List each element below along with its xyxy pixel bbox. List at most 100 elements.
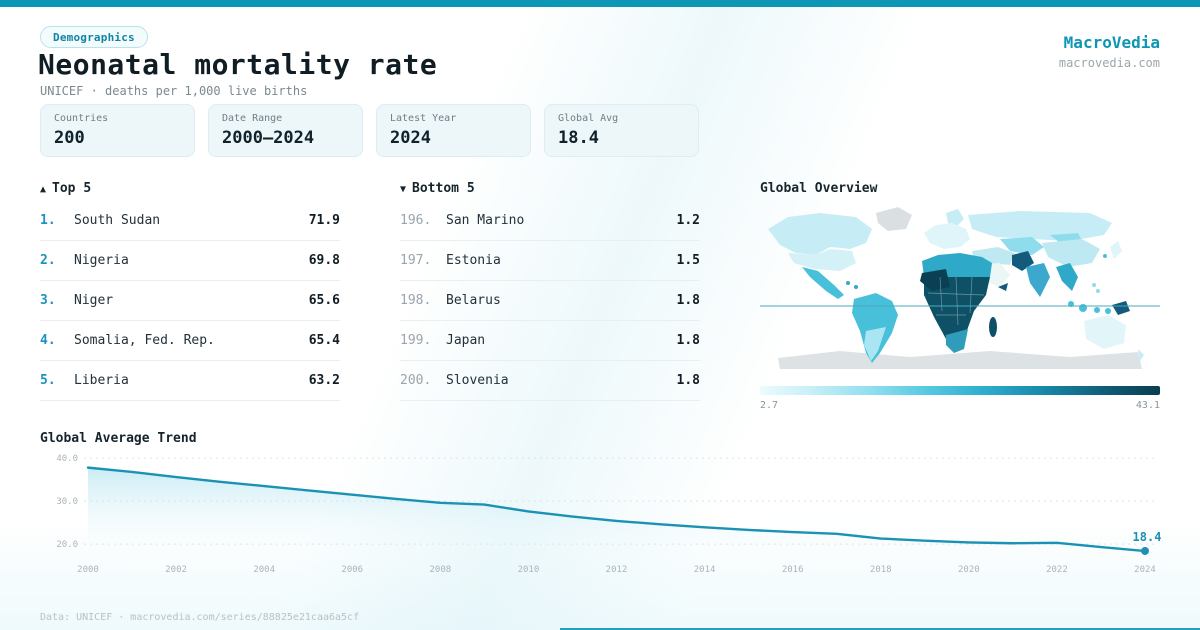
world-map-svg [760,207,1160,369]
svg-text:18.4: 18.4 [1133,530,1162,544]
china [1042,239,1100,267]
country-name: Estonia [446,253,501,268]
australia [1084,315,1126,349]
country-name: Belarus [446,293,501,308]
stat-label: Date Range [222,113,283,124]
list-item: 4. Somalia, Fed. Rep. 65.4 [40,321,340,361]
svg-text:2002: 2002 [165,565,187,575]
europe [924,223,970,249]
country-value: 1.2 [676,213,700,228]
stat-cards: Countries 200 Date Range 2000—2024 Lates… [40,104,699,157]
country-name: Niger [74,293,114,308]
country-value: 1.8 [676,293,700,308]
stat-label: Latest Year [390,113,457,124]
country-name: South Sudan [74,213,161,228]
stat-card-latest-year: Latest Year 2024 [376,104,531,157]
caribbean [854,285,858,289]
brand-domain-link[interactable]: macrovedia.com [1058,56,1160,70]
rank: 3. [40,293,56,308]
list-item: 2. Nigeria 69.8 [40,241,340,281]
southeast-asia [1056,263,1078,291]
madagascar [989,317,997,337]
usa [788,249,856,271]
rank: 1. [40,213,56,228]
country-value: 69.8 [308,253,340,268]
bottom5-title: Bottom 5 [412,181,475,196]
list-item: 200. Slovenia 1.8 [400,361,700,401]
country-value: 1.8 [676,373,700,388]
list-item: 196. San Marino 1.2 [400,201,700,241]
svg-text:30.0: 30.0 [56,497,78,507]
svg-text:40.0: 40.0 [56,454,78,464]
rank: 200. [400,373,432,388]
svg-text:20.0: 20.0 [56,540,78,550]
bottom5-header: ▼ Bottom 5 [400,181,475,196]
list-item: 198. Belarus 1.8 [400,281,700,321]
southern-africa [946,329,968,353]
rank: 197. [400,253,432,268]
map-title: Global Overview [760,181,878,196]
top-accent-bar [0,0,1200,7]
country-name: Liberia [74,373,129,388]
rank: 4. [40,333,56,348]
data-source-link[interactable]: Data: UNICEF · macrovedia.com/series/888… [40,612,360,623]
svg-text:2004: 2004 [253,565,275,575]
philippines [1096,289,1100,293]
list-item: 5. Liberia 63.2 [40,361,340,401]
world-map [760,203,1160,378]
brand-name[interactable]: MacroVedia [1063,33,1160,52]
svg-text:2024: 2024 [1134,565,1156,575]
page-title: Neonatal mortality rate [38,48,438,81]
korea [1103,254,1107,258]
list-item: 1. South Sudan 71.9 [40,201,340,241]
southern-cone [864,327,886,361]
bottom5-list: 196. San Marino 1.2 197. Estonia 1.5 198… [400,201,700,401]
choropleth-color-scale [760,386,1160,395]
country-value: 65.4 [308,333,340,348]
caribbean [846,281,850,285]
rank: 2. [40,253,56,268]
japan [1110,241,1122,259]
trend-line-chart: 40.0 30.0 20.0 2000 2002 2004 2006 2008 2010 2012… [56,454,1162,575]
svg-text:2014: 2014 [694,565,716,575]
indonesia [1105,308,1111,314]
country-value: 1.8 [676,333,700,348]
list-item: 197. Estonia 1.5 [400,241,700,281]
legend-min-label: 2.7 [760,400,779,411]
stat-value: 200 [54,128,85,148]
new-zealand [1138,349,1144,361]
india [1026,263,1050,297]
page-subtitle: UNICEF · deaths per 1,000 live births [40,84,308,98]
west-africa [920,269,950,291]
svg-text:2006: 2006 [341,565,363,575]
greenland [876,207,912,231]
stat-value: 2000—2024 [222,128,315,148]
svg-text:2008: 2008 [429,565,451,575]
list-item: 3. Niger 65.6 [40,281,340,321]
stat-card-date-range: Date Range 2000—2024 [208,104,363,157]
country-value: 1.5 [676,253,700,268]
stat-label: Countries [54,113,109,124]
central-asia [1000,237,1044,255]
triangle-down-icon: ▼ [400,184,407,195]
svg-text:2012: 2012 [606,565,628,575]
yemen [998,283,1008,291]
pakistan-afghanistan [1012,251,1034,271]
africa [924,277,990,349]
rank: 5. [40,373,56,388]
antarctica [778,351,1142,369]
rank: 198. [400,293,432,308]
country-name: Japan [446,333,486,348]
top5-header: ▲ Top 5 [40,181,91,196]
rank: 196. [400,213,432,228]
indonesia [1094,307,1100,313]
country-borders [927,276,985,326]
country-value: 65.6 [308,293,340,308]
stat-value: 2024 [390,128,431,148]
svg-text:2010: 2010 [518,565,540,575]
country-name: Slovenia [446,373,509,388]
country-name: Somalia, Fed. Rep. [74,333,215,348]
papua-new-guinea [1112,301,1130,315]
category-badge: Demographics [40,26,148,48]
canada [768,213,872,255]
